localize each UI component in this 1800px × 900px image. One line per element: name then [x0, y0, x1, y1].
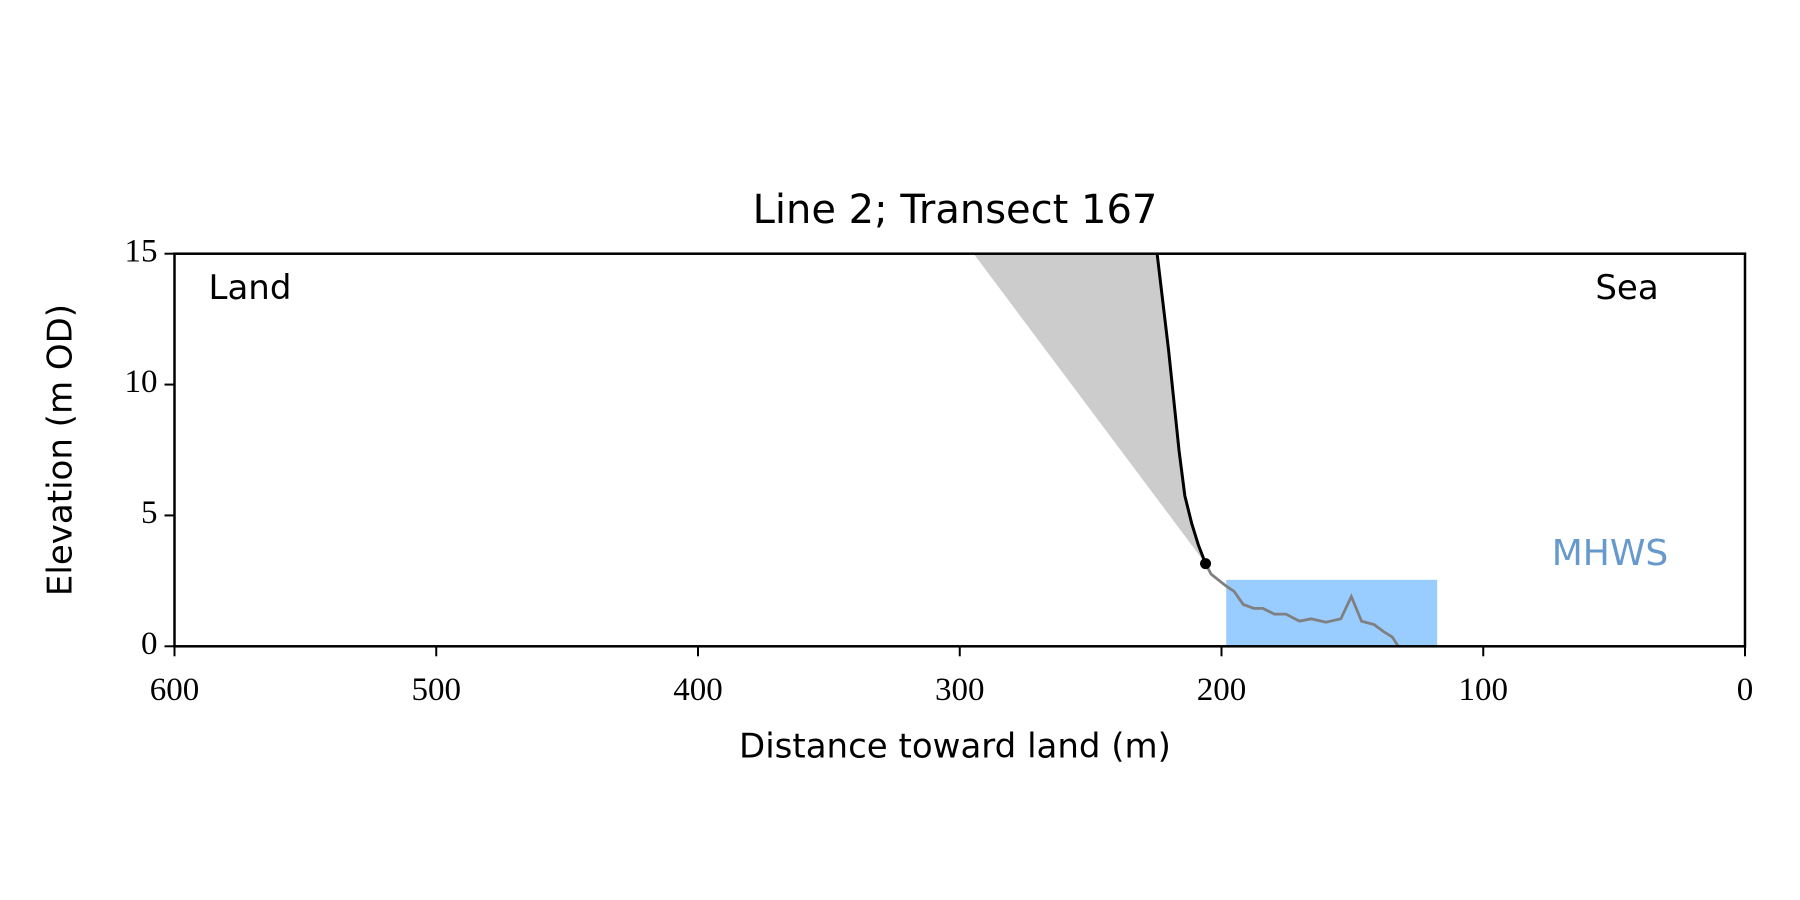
profile-line [1204, 562, 1400, 648]
x-tick-label: 600 [150, 672, 200, 708]
cliff-toe-marker [1200, 558, 1212, 570]
uncertainty-area [973, 253, 1206, 564]
x-tick-label: 400 [673, 672, 723, 708]
y-tick-label: 10 [125, 364, 158, 400]
x-tick-label: 200 [1197, 672, 1247, 708]
chart-title: Line 2; Transect 167 [753, 187, 1158, 233]
x-tick-label: 0 [1737, 672, 1754, 708]
y-tick-label: 0 [141, 626, 158, 662]
y-tick-label: 5 [141, 495, 158, 531]
x-tick-label: 500 [412, 672, 462, 708]
x-tick-label: 300 [935, 672, 985, 708]
plot-area: MHWS 600 500 400 300 200 100 0 0 5 10 15 Land Sea [125, 233, 1754, 708]
plot-frame [173, 252, 1747, 648]
land-label: Land [209, 268, 292, 308]
sea-label: Sea [1595, 268, 1658, 308]
y-tick-label: 15 [125, 233, 158, 269]
mhws-label: MHWS [1552, 533, 1669, 574]
mhws-band [1226, 579, 1438, 647]
y-axis-label: Elevation (m OD) [41, 304, 81, 596]
x-tick-label: 100 [1459, 672, 1509, 708]
profile-line [1155, 253, 1207, 565]
x-axis-label: Distance toward land (m) [739, 727, 1171, 767]
